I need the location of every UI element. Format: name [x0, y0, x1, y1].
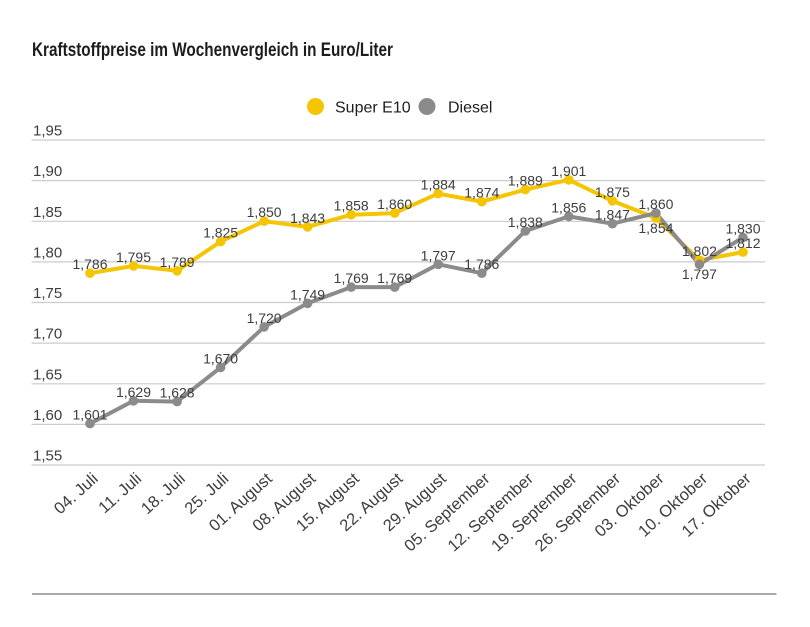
svg-text:1,874: 1,874 [464, 185, 499, 201]
svg-text:1,795: 1,795 [116, 249, 151, 265]
svg-text:Super E10: Super E10 [335, 100, 411, 117]
svg-text:1,80: 1,80 [33, 244, 62, 261]
svg-text:Kraftstoffpreise im Wochenverg: Kraftstoffpreise im Wochenvergleich in E… [32, 39, 393, 61]
svg-text:1,802: 1,802 [682, 243, 717, 259]
svg-text:1,670: 1,670 [203, 351, 238, 367]
svg-text:1,850: 1,850 [247, 204, 282, 220]
svg-text:1,856: 1,856 [551, 199, 586, 215]
svg-text:1,55: 1,55 [33, 448, 62, 465]
svg-text:1,60: 1,60 [33, 407, 62, 424]
svg-text:1,65: 1,65 [33, 366, 62, 383]
svg-text:1,789: 1,789 [160, 254, 195, 270]
svg-text:1,860: 1,860 [638, 196, 673, 212]
svg-text:1,884: 1,884 [421, 177, 456, 193]
svg-text:1,70: 1,70 [33, 326, 62, 343]
svg-text:1,825: 1,825 [203, 225, 238, 241]
svg-text:1,628: 1,628 [160, 385, 195, 401]
svg-text:1,629: 1,629 [116, 384, 151, 400]
svg-text:1,95: 1,95 [33, 123, 62, 140]
svg-text:1,847: 1,847 [595, 207, 630, 223]
svg-text:1,769: 1,769 [334, 270, 369, 286]
svg-text:1,889: 1,889 [508, 173, 543, 189]
svg-text:1,75: 1,75 [33, 285, 62, 302]
svg-text:1,901: 1,901 [551, 163, 586, 179]
svg-text:Diesel: Diesel [448, 100, 492, 117]
svg-text:1,90: 1,90 [33, 163, 62, 180]
svg-text:1,838: 1,838 [508, 214, 543, 230]
svg-text:1,720: 1,720 [247, 310, 282, 326]
svg-text:1,860: 1,860 [377, 196, 412, 212]
svg-text:1,786: 1,786 [464, 256, 499, 272]
svg-text:1,85: 1,85 [33, 204, 62, 221]
svg-text:1,854: 1,854 [638, 220, 673, 236]
svg-text:1,797: 1,797 [421, 247, 456, 263]
svg-text:1,786: 1,786 [72, 256, 107, 272]
svg-text:1,797: 1,797 [682, 266, 717, 282]
svg-text:1,875: 1,875 [595, 184, 630, 200]
svg-text:1,601: 1,601 [72, 407, 107, 423]
svg-text:1,769: 1,769 [377, 270, 412, 286]
svg-text:1,749: 1,749 [290, 286, 325, 302]
svg-text:1,843: 1,843 [290, 210, 325, 226]
svg-text:1,858: 1,858 [334, 198, 369, 214]
svg-text:1,830: 1,830 [725, 221, 760, 237]
svg-text:1,812: 1,812 [725, 235, 760, 251]
